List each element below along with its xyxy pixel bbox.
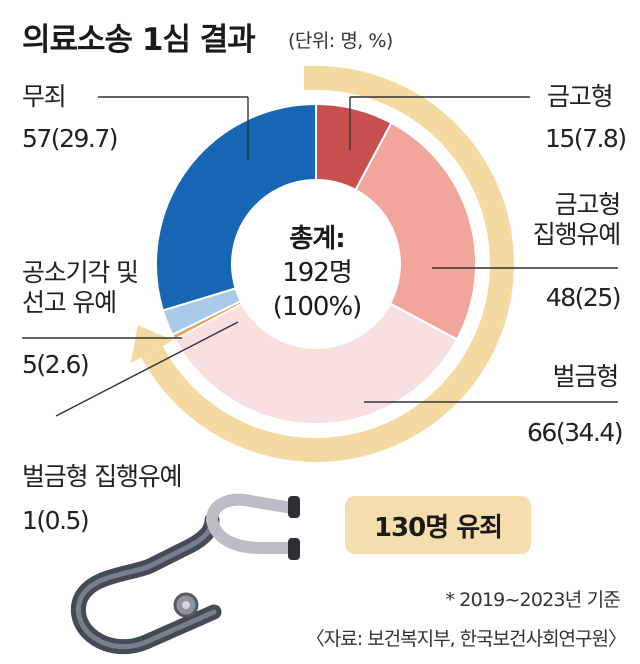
total-percent: (100%) [272,292,363,322]
value-imprisonment-suspended: 48(25) [545,283,622,312]
donut-center-total: 총계: 192명 (100%) [242,222,392,324]
label-fine: 벌금형 [552,362,620,391]
label-fine-suspended: 벌금형 집행유예 [22,462,183,491]
stethoscope-icon [70,493,300,655]
chart-title-block: 의료소송 1심 결과 [22,14,256,59]
guilty-arc-arrow [130,66,514,462]
guilty-total-badge: 130명 유죄 [345,496,531,554]
value-acquittal: 57(29.7) [22,124,118,153]
value-dismissal: 5(2.6) [22,350,90,379]
label-imprisonment: 금고형 [547,82,614,111]
source-note: 〈자료: 보건복지부, 한국보건사회연구원〉 [305,628,627,650]
leader-lines [22,96,618,417]
total-value: 192명 [282,258,353,288]
label-dismissal: 공소기각 및 선고 유예 [22,258,139,317]
value-imprisonment: 15(7.8) [545,124,627,153]
label-imprisonment-suspended: 금고형 집행유예 [532,190,621,249]
footnote: * 2019~2023년 기준 [445,589,620,611]
donut-hole [232,180,400,348]
unit-label: (단위: 명, %) [288,30,393,52]
value-fine: 66(34.4) [527,418,623,447]
label-acquittal: 무죄 [22,82,67,111]
total-label: 총계: [289,224,345,254]
value-fine-suspended: 1(0.5) [22,506,90,535]
chart-title: 의료소송 1심 결과 [22,22,256,58]
